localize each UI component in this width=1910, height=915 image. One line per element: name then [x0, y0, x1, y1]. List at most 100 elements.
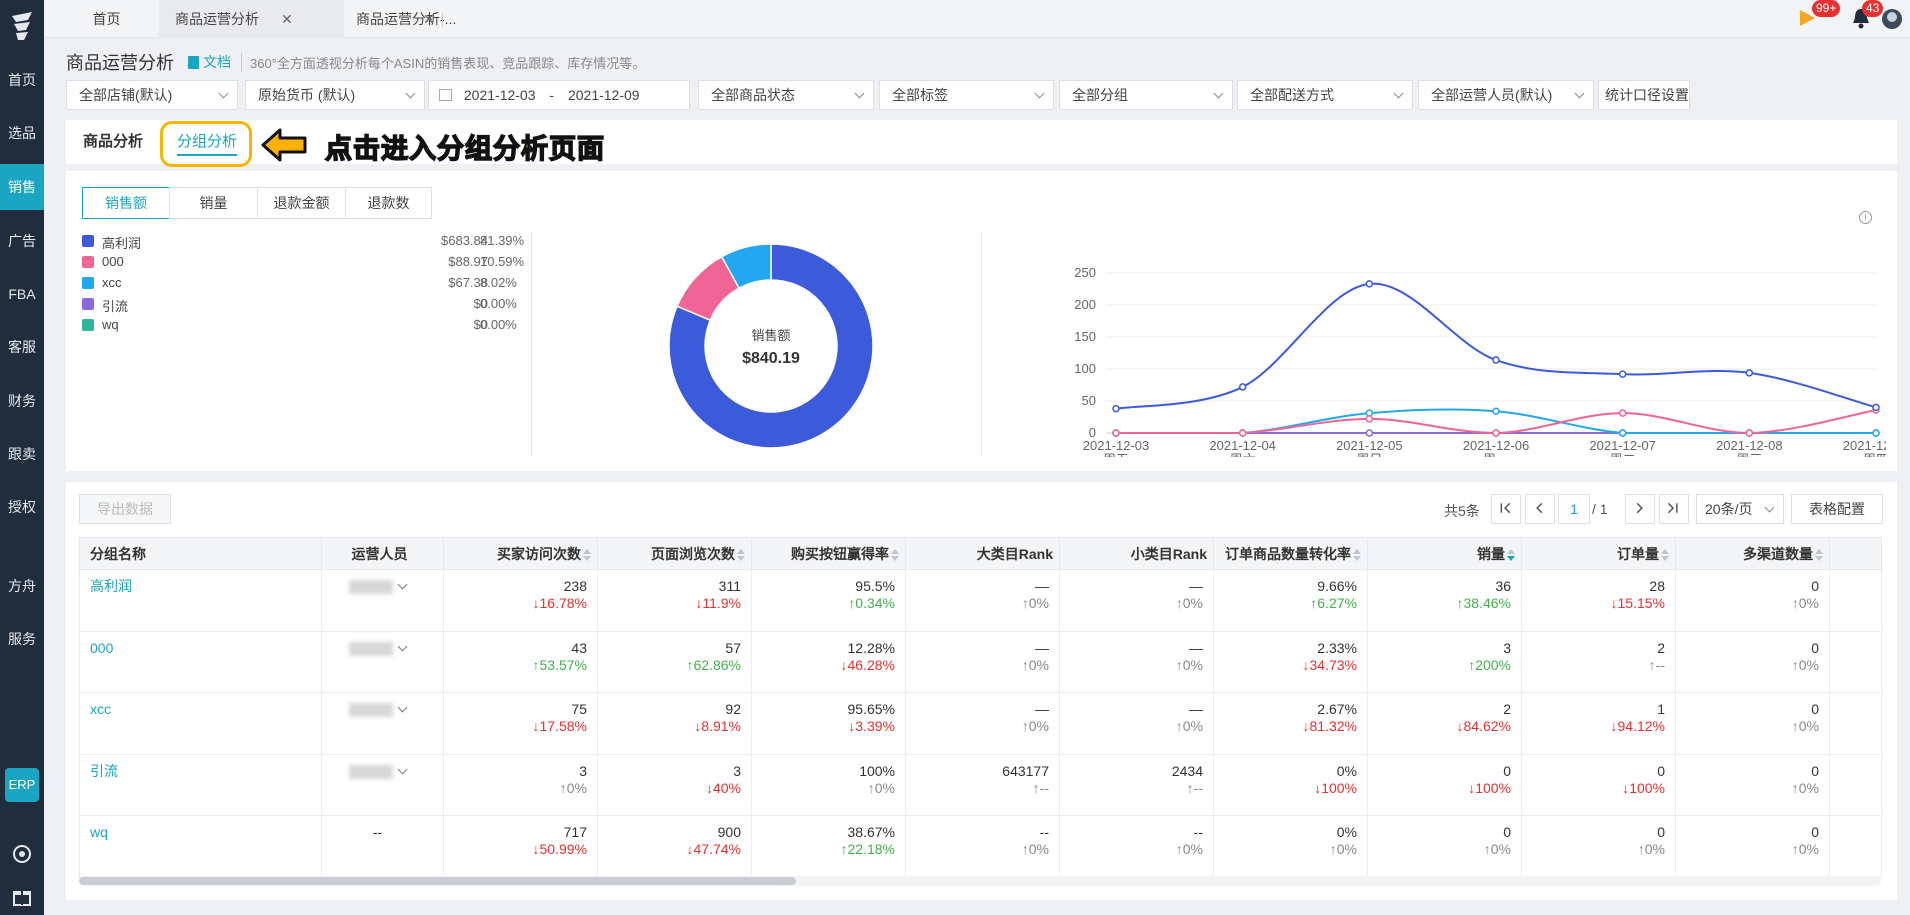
prev-page-button[interactable] — [1525, 494, 1555, 524]
data-point[interactable] — [1112, 429, 1120, 437]
data-point[interactable] — [1492, 356, 1500, 364]
sort-icon[interactable] — [737, 548, 745, 561]
data-point[interactable] — [1238, 429, 1247, 437]
operator-cell[interactable] — [321, 630, 444, 693]
sidebar-item-7[interactable]: 跟卖 — [8, 446, 36, 462]
sidebar-item-8[interactable]: 授权 — [8, 499, 36, 515]
metric-tab-sales-volume[interactable]: 销量 — [169, 187, 258, 219]
currency-select[interactable]: 原始货币 (默认) — [245, 80, 425, 110]
column-header[interactable]: 买家访问次数 — [443, 537, 598, 570]
date-range-picker[interactable]: 2021-12-03 - 2021-12-09 — [428, 80, 690, 110]
data-point[interactable] — [1365, 280, 1374, 288]
store-select[interactable]: 全部店铺(默认) — [66, 80, 238, 110]
legend-item[interactable]: 高利润 $683.84 81.39% — [82, 231, 532, 251]
data-point[interactable] — [1492, 429, 1500, 437]
column-header[interactable]: 订单量 — [1521, 537, 1676, 570]
sidebar-item-4[interactable]: FBA — [8, 286, 36, 302]
support-icon[interactable] — [11, 843, 33, 865]
scrollbar-thumb[interactable] — [79, 877, 796, 885]
operator-select[interactable]: 全部运营人员(默认) — [1418, 80, 1594, 110]
data-point[interactable] — [1872, 403, 1880, 412]
table-config-button[interactable]: 表格配置 — [1791, 494, 1883, 524]
tab-group-analysis[interactable]: 分组分析 — [177, 120, 238, 164]
donut-slice[interactable] — [668, 243, 874, 449]
group-name-link[interactable]: 高利润 — [79, 569, 322, 632]
tab-home[interactable]: 首页 — [92, 11, 121, 27]
donut-slice[interactable] — [720, 243, 772, 290]
table-row[interactable]: 000 43 ↑53.57% 57 ↑62.86% 12.28% ↓46.28% — ↑0% — ↑… — [79, 630, 1882, 693]
operator-cell[interactable] — [321, 692, 444, 755]
info-icon[interactable]: i — [1859, 211, 1872, 224]
table-row[interactable]: 高利润 238 ↓16.78% 311 ↓11.9% 95.5% ↑0.34% — ↑0% — ↑0… — [79, 569, 1882, 632]
operator-cell[interactable] — [321, 753, 444, 816]
legend-item[interactable]: 引流 $0 0.00% — [82, 294, 532, 314]
data-point[interactable] — [1618, 370, 1627, 378]
group-name-link[interactable]: wq — [79, 815, 322, 878]
sidebar-item-2[interactable]: 销售 — [0, 164, 44, 210]
tag-select[interactable]: 全部标签 — [879, 80, 1054, 110]
data-point[interactable] — [1745, 369, 1754, 377]
legend-item[interactable]: wq $0 0.00% — [82, 315, 532, 335]
data-point[interactable] — [1745, 429, 1754, 437]
metric-tab-refund-count[interactable]: 退款数 — [345, 187, 432, 219]
chevron-down-icon[interactable] — [397, 702, 408, 713]
group-name-link[interactable]: xcc — [79, 692, 322, 755]
close-icon[interactable]: ✕ — [423, 11, 435, 27]
sort-desc-icon[interactable] — [1507, 548, 1515, 561]
chevron-down-icon[interactable] — [397, 579, 408, 590]
data-point[interactable] — [1365, 429, 1374, 437]
group-name-link[interactable]: 引流 — [79, 753, 322, 816]
gift-icon[interactable] — [11, 885, 33, 907]
sort-icon[interactable] — [1661, 548, 1669, 561]
flag-icon[interactable] — [1797, 7, 1817, 29]
group-name-link[interactable]: 000 — [79, 630, 322, 693]
data-point[interactable] — [1492, 407, 1500, 415]
data-point[interactable] — [1872, 429, 1880, 437]
data-point[interactable] — [1365, 415, 1374, 423]
close-icon[interactable]: ✕ — [281, 11, 293, 27]
data-point[interactable] — [1112, 404, 1120, 413]
sort-icon[interactable] — [583, 548, 591, 561]
chevron-down-icon[interactable] — [397, 641, 408, 651]
sidebar-item-5[interactable]: 客服 — [8, 339, 36, 355]
table-row[interactable]: wq -- 717 ↓50.99% 900 ↓47.74% 38.67% ↑22.18% -- ↑… — [79, 815, 1882, 878]
page-size-select[interactable]: 20条/页 — [1696, 494, 1784, 524]
data-point[interactable] — [1238, 383, 1247, 391]
doc-link[interactable]: 文档 — [203, 54, 231, 70]
erp-button[interactable]: ERP — [5, 768, 39, 802]
group-select[interactable]: 全部分组 — [1059, 80, 1233, 110]
shipping-select[interactable]: 全部配送方式 — [1237, 80, 1413, 110]
legend-item[interactable]: 000 $88.97 10.59% — [82, 252, 532, 272]
tab-product-analysis-2[interactable]: 商品运营分析-... — [356, 11, 457, 27]
horizontal-scrollbar[interactable] — [79, 876, 1881, 886]
column-header[interactable]: 多渠道数量 — [1675, 537, 1830, 570]
chevron-down-icon[interactable] — [397, 764, 408, 774]
sort-icon[interactable] — [1353, 548, 1361, 561]
first-page-button[interactable] — [1491, 494, 1521, 524]
operator-cell[interactable] — [321, 569, 444, 632]
sort-icon[interactable] — [1815, 548, 1823, 561]
tab-product-analysis[interactable]: 商品分析 — [83, 133, 144, 150]
page-input[interactable]: 1 — [1558, 494, 1590, 524]
table-row[interactable]: 引流 3 ↑0% 3 ↓40% 100% ↑0% 643177 ↑-- 2434 ↑-- 0% ↓100… — [79, 753, 1882, 816]
data-point[interactable] — [1618, 429, 1627, 437]
column-header[interactable]: 订单商品数量转化率 — [1213, 537, 1368, 570]
sidebar-item-6[interactable]: 财务 — [8, 393, 36, 409]
sidebar-item-1[interactable]: 选品 — [8, 125, 36, 141]
metric-tab-refund-amount[interactable]: 退款金额 — [257, 187, 346, 219]
sidebar-item-9[interactable]: 方舟 — [8, 578, 36, 594]
avatar[interactable] — [1882, 9, 1902, 29]
stat-settings-button[interactable]: 统计口径设置 — [1598, 80, 1690, 110]
export-button[interactable]: 导出数据 — [79, 494, 171, 524]
status-select[interactable]: 全部商品状态 — [698, 80, 874, 110]
metric-tab-sales-amount[interactable]: 销售额 — [82, 187, 170, 219]
sidebar-item-3[interactable]: 广告 — [8, 233, 36, 249]
sort-icon[interactable] — [891, 548, 899, 561]
next-page-button[interactable] — [1625, 494, 1655, 524]
last-page-button[interactable] — [1659, 494, 1689, 524]
sidebar-item-0[interactable]: 首页 — [8, 72, 36, 88]
data-point[interactable] — [1618, 409, 1627, 417]
column-header[interactable]: 销量 — [1367, 537, 1522, 570]
sidebar-item-10[interactable]: 服务 — [8, 631, 36, 647]
column-header[interactable]: 页面浏览次数 — [597, 537, 752, 570]
